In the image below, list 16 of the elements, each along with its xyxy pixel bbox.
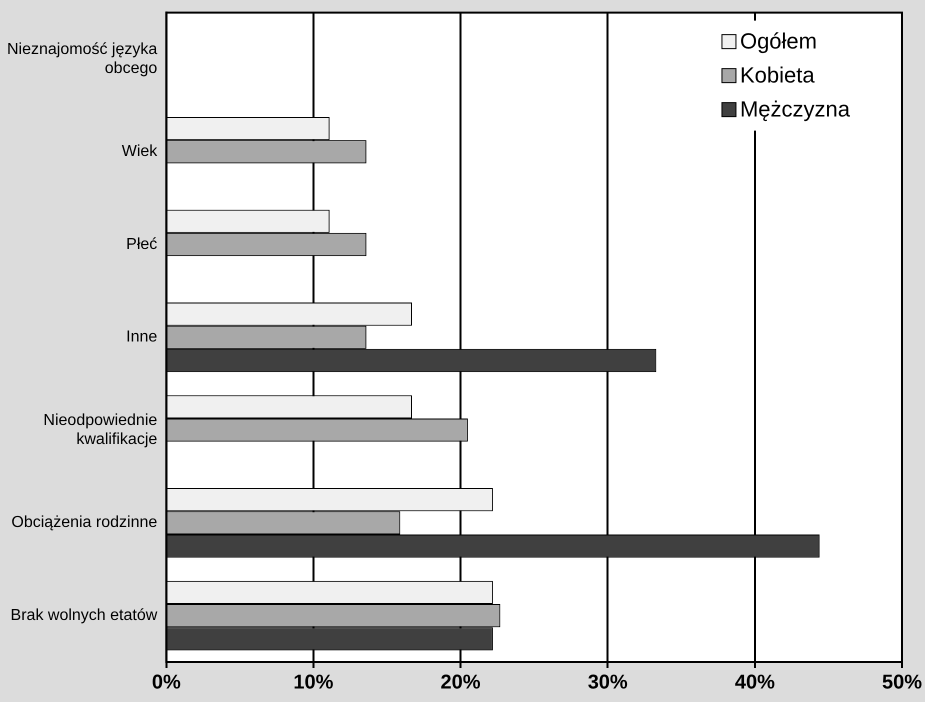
x-tick-label: 20%	[440, 672, 481, 694]
x-tick-label: 0%	[152, 672, 181, 694]
legend-label: Ogółem	[740, 28, 817, 54]
x-tick-label: 30%	[588, 672, 628, 694]
y-tick-label: Brak wolnych etatów	[10, 607, 158, 624]
legend-label: Mężczyzna	[740, 96, 851, 122]
x-tick-label: 50%	[882, 672, 922, 694]
y-tick-label: Płeć	[126, 236, 158, 253]
y-tick-label: Wiek	[122, 143, 158, 160]
y-tick-label: Nieznajomość języka obcego	[7, 40, 158, 77]
x-tick-label: 10%	[293, 672, 334, 694]
x-tick-label: 40%	[734, 672, 776, 694]
y-tick-label: Inne	[126, 328, 158, 346]
legend-label: Kobieta	[740, 62, 816, 88]
y-tick-label: Nieodpowiednie kwalifikacje	[43, 412, 158, 448]
y-tick-label: Obciążenia rodzinne	[11, 514, 158, 532]
